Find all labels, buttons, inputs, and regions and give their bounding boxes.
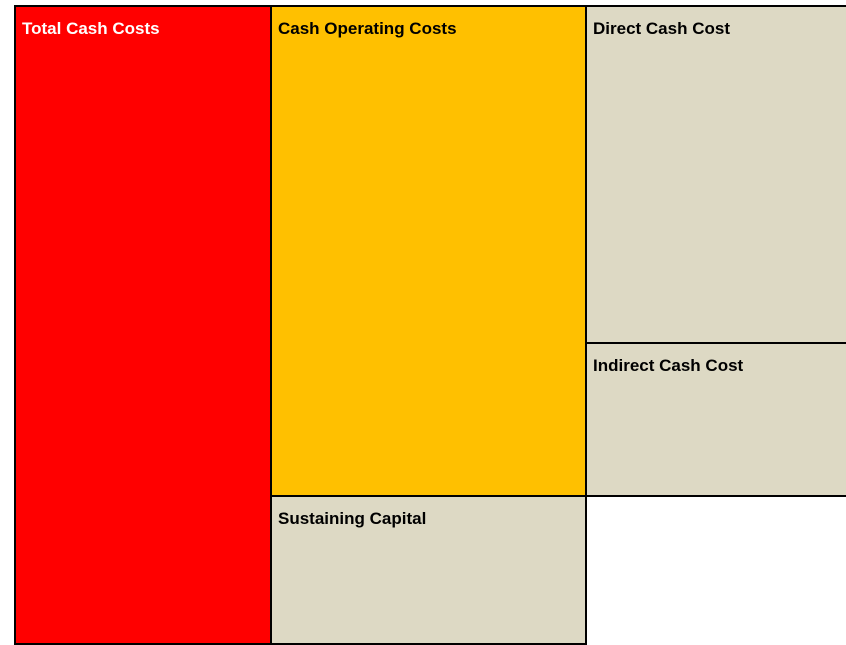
indirect-cash-cost-box: Indirect Cash Cost <box>585 342 846 497</box>
node-label: Sustaining Capital <box>278 509 427 528</box>
sustaining-capital-box: Sustaining Capital <box>270 495 587 645</box>
node-label: Direct Cash Cost <box>593 19 730 38</box>
total-cash-costs-box: Total Cash Costs <box>14 5 272 645</box>
direct-cash-cost-box: Direct Cash Cost <box>585 5 846 344</box>
node-label: Cash Operating Costs <box>278 19 457 38</box>
node-label: Indirect Cash Cost <box>593 356 744 375</box>
cash-operating-costs-box: Cash Operating Costs <box>270 5 587 497</box>
node-label: Total Cash Costs <box>22 19 160 38</box>
